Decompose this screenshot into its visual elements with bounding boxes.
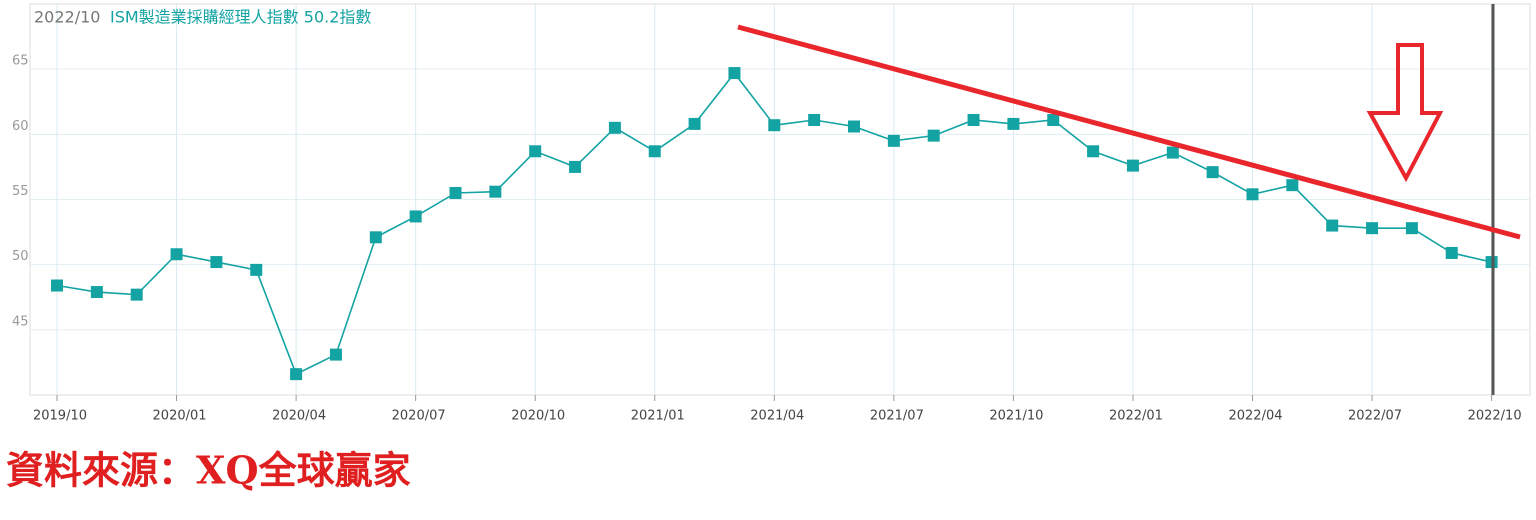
- data-point: [648, 145, 661, 158]
- x-tick-label: 2022/04: [1228, 409, 1282, 424]
- data-point: [1326, 219, 1339, 232]
- data-point: [170, 248, 183, 261]
- data-point: [250, 263, 263, 276]
- data-point: [1047, 113, 1060, 126]
- x-tick-label: 2020/01: [153, 409, 207, 424]
- data-point: [51, 279, 63, 292]
- header-series: ISM製造業採購經理人指數 50.2指數: [110, 8, 371, 27]
- data-point: [967, 113, 980, 126]
- data-point: [529, 145, 542, 158]
- x-tick-label: 2022/01: [1109, 409, 1163, 424]
- x-tick-label: 2022/10: [1468, 409, 1522, 424]
- trend-line: [737, 24, 1521, 240]
- x-tick-label: 2020/10: [511, 409, 565, 424]
- data-point: [728, 67, 741, 80]
- data-point: [808, 113, 821, 126]
- data-point: [927, 129, 940, 142]
- plot: [51, 67, 1498, 381]
- y-tick-label: 60: [12, 119, 29, 134]
- data-point: [1405, 222, 1418, 235]
- data-point: [489, 185, 502, 198]
- down-arrow: [1366, 43, 1444, 183]
- y-tick-label: 50: [12, 249, 29, 264]
- data-point: [1007, 117, 1020, 130]
- grid: [30, 4, 1530, 401]
- data-point: [1126, 159, 1139, 172]
- x-tick-label: 2020/04: [272, 409, 326, 424]
- x-tick-label: 2020/07: [392, 409, 446, 424]
- data-point: [608, 121, 621, 134]
- data-point: [329, 348, 342, 361]
- x-tick-label: 2022/07: [1348, 409, 1402, 424]
- x-tick-label: 2021/04: [750, 409, 804, 424]
- data-point: [409, 210, 422, 223]
- data-point: [887, 134, 900, 147]
- data-point: [1087, 145, 1100, 158]
- data-point: [1286, 179, 1299, 192]
- data-point: [369, 231, 382, 244]
- data-point: [768, 119, 781, 132]
- data-point: [1246, 188, 1259, 201]
- data-point: [1366, 222, 1379, 235]
- data-point: [130, 288, 143, 301]
- data-point: [449, 186, 462, 199]
- y-tick-label: 65: [12, 54, 29, 69]
- y-tick-label: 55: [12, 184, 29, 199]
- data-point: [1166, 146, 1179, 159]
- source-note: 資料來源：XQ全球贏家: [6, 448, 411, 493]
- data-point: [290, 368, 303, 381]
- data-point: [90, 286, 103, 299]
- data-point: [688, 117, 701, 130]
- data-point: [848, 120, 860, 133]
- data-point: [210, 256, 223, 269]
- y-tick-label: 45: [12, 314, 29, 329]
- x-tick-label: 2021/01: [631, 409, 685, 424]
- data-point: [569, 160, 582, 173]
- data-point: [1206, 166, 1219, 179]
- x-tick-label: 2021/07: [870, 409, 924, 424]
- x-tick-label: 2019/10: [33, 409, 87, 424]
- x-tick-label: 2021/10: [989, 409, 1043, 424]
- data-point: [1445, 246, 1458, 259]
- header-date: 2022/10: [34, 8, 100, 27]
